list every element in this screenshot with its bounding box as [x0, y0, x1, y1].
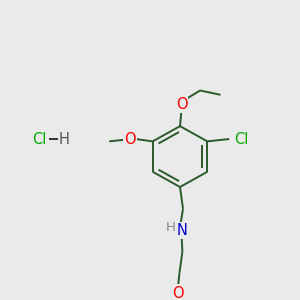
Text: Cl: Cl: [234, 131, 248, 146]
Text: N: N: [176, 223, 187, 238]
Text: Cl: Cl: [32, 132, 46, 147]
Text: H: H: [59, 132, 70, 147]
Text: O: O: [172, 286, 184, 300]
Text: H: H: [166, 220, 176, 233]
Text: O: O: [124, 131, 136, 146]
Text: O: O: [176, 97, 187, 112]
